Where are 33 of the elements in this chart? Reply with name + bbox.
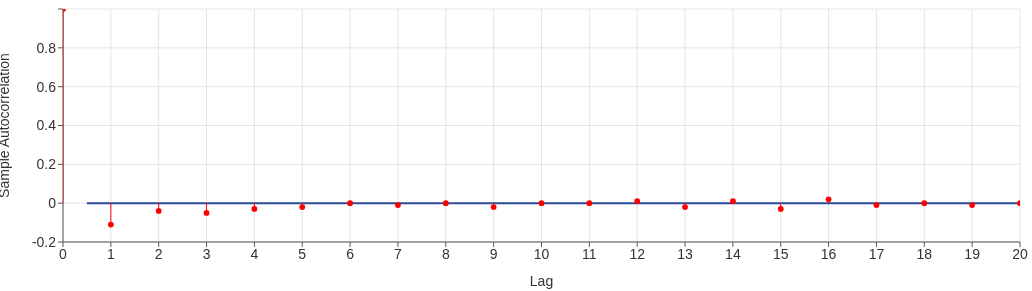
x-tick-label: 1 — [106, 245, 115, 262]
x-tick-label: 14 — [725, 245, 741, 262]
y-tick-label: 0.2 — [36, 156, 57, 173]
y-tick-label: 0 — [48, 195, 57, 212]
x-tick-label: 13 — [677, 245, 694, 262]
x-tick-label: 4 — [250, 245, 259, 262]
x-tick-label: 5 — [298, 245, 307, 262]
x-tick-label: 2 — [154, 245, 163, 262]
x-tick-label: 20 — [1012, 245, 1028, 262]
x-tick-label: 10 — [533, 245, 550, 262]
x-tick-label: 12 — [629, 245, 646, 262]
point — [777, 206, 784, 212]
y-tick-label: -0.2 — [31, 233, 57, 250]
x-tick-label: 0 — [59, 245, 68, 262]
x-tick-label: 15 — [772, 245, 789, 262]
x-tick-label: 9 — [489, 245, 498, 262]
x-tick-label: 6 — [346, 245, 355, 262]
x-tick-label: 19 — [964, 245, 981, 262]
x-tick-label: 3 — [202, 245, 211, 262]
point — [155, 208, 162, 214]
x-tick-label: 17 — [868, 245, 885, 262]
x-tick-label: 8 — [441, 245, 450, 262]
point — [251, 206, 258, 212]
x-tick-label: 11 — [582, 245, 597, 262]
x-axis-title: Lag — [529, 273, 554, 289]
y-tick-label: 0.6 — [36, 78, 57, 95]
x-tick-label: 16 — [820, 245, 837, 262]
y-tick-label: 0.4 — [36, 117, 57, 134]
point — [107, 221, 114, 228]
x-tick-label: 18 — [916, 245, 933, 262]
point — [203, 210, 210, 216]
y-tick-label: 0.8 — [36, 39, 57, 56]
x-tick-label: 7 — [394, 245, 403, 262]
